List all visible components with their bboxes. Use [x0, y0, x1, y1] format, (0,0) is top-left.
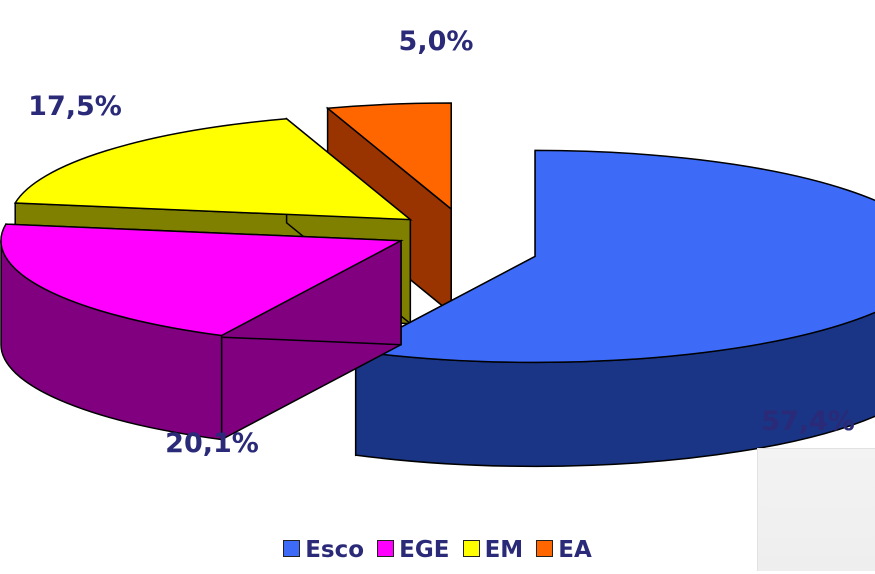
legend-label-em: EM [484, 537, 524, 563]
legend-swatch-em [462, 539, 480, 557]
legend-swatch-ege [377, 539, 395, 557]
legend-item-em: EM [462, 537, 524, 563]
legend-swatch-ea [536, 539, 554, 557]
value-label-em: 17,5% [28, 91, 122, 122]
legend-item-ege: EGE [377, 537, 449, 563]
pie-slice-esco [353, 149, 875, 468]
slice-top-ege [0, 223, 404, 337]
legend-label-ege: EGE [399, 537, 450, 563]
slice-top-ea [325, 102, 452, 211]
value-label-ea: 5,0% [399, 26, 474, 57]
chart-legend: Esco EGE EM EA [0, 537, 875, 563]
legend-label-ea: EA [558, 537, 592, 563]
corner-panel [757, 448, 875, 571]
value-label-ege: 20,1% [165, 428, 259, 459]
slice-top-em [13, 118, 413, 221]
legend-swatch-esco [283, 539, 301, 557]
legend-item-esco: Esco [283, 537, 364, 563]
legend-label-esco: Esco [305, 537, 365, 563]
legend-item-ea: EA [536, 537, 592, 563]
value-label-esco: 57,4% [761, 406, 855, 437]
slice-top-esco [353, 149, 875, 364]
pie-slice-ege [0, 223, 404, 441]
